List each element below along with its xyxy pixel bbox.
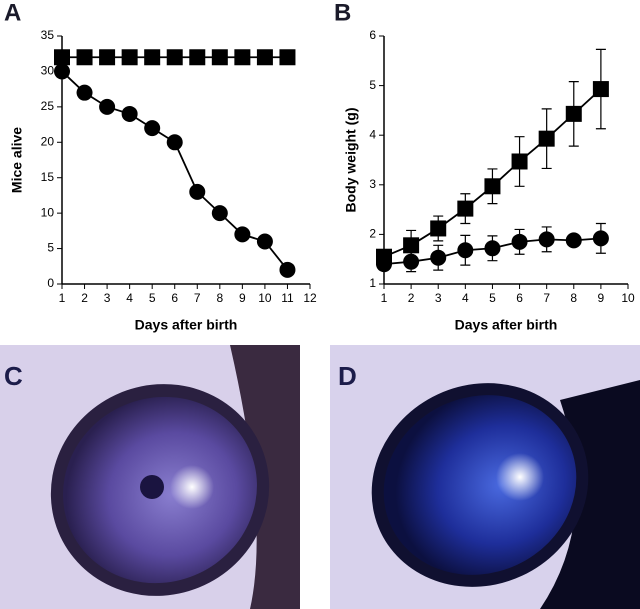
marker xyxy=(189,183,206,200)
y-tick-label: 2 xyxy=(369,227,376,241)
x-tick-label: 1 xyxy=(381,291,388,305)
y-tick-label: 15 xyxy=(41,170,55,184)
y-tick-label: 20 xyxy=(41,134,55,148)
marker xyxy=(256,233,273,250)
marker xyxy=(99,98,116,115)
y-tick-label: 10 xyxy=(41,205,55,219)
marker xyxy=(99,49,116,66)
y-tick-label: 25 xyxy=(41,99,55,113)
marker xyxy=(211,205,228,222)
marker xyxy=(538,130,555,147)
marker xyxy=(54,49,70,66)
marker xyxy=(484,240,501,257)
x-tick-label: 6 xyxy=(516,291,523,305)
marker xyxy=(166,134,183,151)
x-tick-label: 3 xyxy=(104,291,111,305)
x-axis-title: Days after birth xyxy=(135,317,238,333)
x-tick-label: 2 xyxy=(81,291,88,305)
x-tick-label: 7 xyxy=(194,291,201,305)
marker xyxy=(457,200,474,217)
x-tick-label: 4 xyxy=(126,291,133,305)
marker xyxy=(54,63,70,80)
x-tick-label: 11 xyxy=(281,291,294,305)
panel-label: D xyxy=(338,361,357,391)
x-tick-label: 7 xyxy=(543,291,550,305)
y-tick-label: 4 xyxy=(369,127,376,141)
x-tick-label: 3 xyxy=(435,291,442,305)
marker xyxy=(279,49,296,66)
series-line xyxy=(61,70,289,271)
marker xyxy=(144,49,161,66)
marker xyxy=(144,120,161,137)
y-tick-label: 1 xyxy=(369,276,376,290)
x-tick-label: 9 xyxy=(598,291,605,305)
marker xyxy=(189,49,206,66)
y-tick-label: 5 xyxy=(369,78,376,92)
marker xyxy=(538,231,555,248)
x-tick-label: 9 xyxy=(239,291,246,305)
x-tick-label: 10 xyxy=(258,291,272,305)
x-tick-label: 12 xyxy=(303,291,317,305)
marker xyxy=(430,249,447,266)
x-tick-label: 10 xyxy=(621,291,635,305)
marker xyxy=(234,226,251,243)
x-axis-title: Days after birth xyxy=(455,317,558,333)
panel-label: A xyxy=(4,0,21,26)
y-tick-label: 5 xyxy=(47,241,54,255)
marker xyxy=(76,84,93,101)
marker xyxy=(403,253,420,270)
marker xyxy=(403,237,420,254)
marker xyxy=(121,49,138,66)
marker xyxy=(592,81,609,98)
x-tick-label: 1 xyxy=(59,291,66,305)
marker xyxy=(76,49,93,66)
marker xyxy=(565,105,582,122)
marker xyxy=(121,105,138,122)
y-tick-label: 35 xyxy=(41,28,55,42)
x-tick-label: 5 xyxy=(489,291,496,305)
photo-d xyxy=(330,345,640,609)
photo-c xyxy=(0,345,300,609)
marker xyxy=(256,49,273,66)
marker xyxy=(234,49,251,66)
y-tick-label: 6 xyxy=(369,28,376,42)
x-tick-label: 6 xyxy=(171,291,178,305)
marker xyxy=(376,256,392,273)
x-tick-label: 2 xyxy=(408,291,415,305)
y-tick-label: 3 xyxy=(369,177,376,191)
x-tick-label: 8 xyxy=(570,291,577,305)
panel-label: C xyxy=(4,361,23,391)
x-tick-label: 4 xyxy=(462,291,469,305)
marker xyxy=(279,261,296,278)
marker xyxy=(457,242,474,259)
marker xyxy=(211,49,228,66)
marker xyxy=(511,153,528,170)
y-tick-label: 30 xyxy=(41,64,55,78)
marker xyxy=(511,233,528,250)
marker xyxy=(166,49,183,66)
y-axis-title: Mice alive xyxy=(9,127,25,193)
marker xyxy=(484,178,501,195)
x-tick-label: 8 xyxy=(216,291,223,305)
panel-label: B xyxy=(334,0,351,26)
y-axis-title: Body weight (g) xyxy=(343,108,359,213)
y-tick-label: 0 xyxy=(47,276,54,290)
marker xyxy=(430,220,447,237)
x-tick-label: 5 xyxy=(149,291,156,305)
marker xyxy=(592,230,609,247)
marker xyxy=(565,232,582,249)
